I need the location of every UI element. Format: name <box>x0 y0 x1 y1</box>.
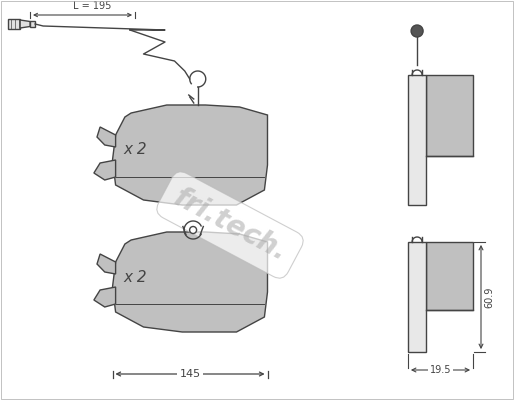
Polygon shape <box>97 127 116 147</box>
Bar <box>408 75 426 205</box>
Text: x 2: x 2 <box>123 270 147 284</box>
Bar <box>8 19 20 29</box>
Text: fri.tech.: fri.tech. <box>169 183 291 267</box>
Text: 145: 145 <box>179 369 200 379</box>
Polygon shape <box>113 105 267 205</box>
Polygon shape <box>113 232 267 332</box>
Bar <box>426 75 473 156</box>
Polygon shape <box>94 160 116 180</box>
Bar <box>408 242 426 352</box>
Circle shape <box>190 226 196 234</box>
Bar <box>30 21 35 27</box>
Polygon shape <box>20 20 30 28</box>
Polygon shape <box>94 287 116 307</box>
Circle shape <box>411 25 423 37</box>
Text: 19.5: 19.5 <box>430 365 451 375</box>
Bar <box>426 242 473 310</box>
Text: 60.9: 60.9 <box>484 286 494 308</box>
Text: x 2: x 2 <box>123 142 147 158</box>
Text: L = 195: L = 195 <box>74 1 112 11</box>
Polygon shape <box>97 254 116 274</box>
